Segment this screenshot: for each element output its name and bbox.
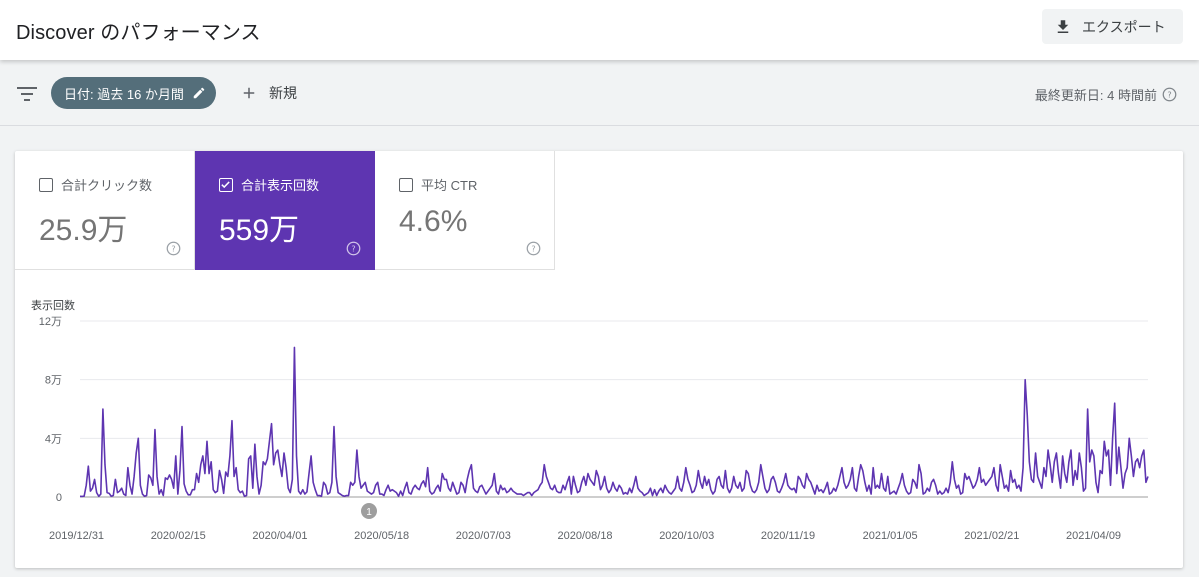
date-filter-chip[interactable]: 日付: 過去 16 か月間 xyxy=(51,77,216,109)
y-tick-label: 4万 xyxy=(45,433,62,445)
x-tick-label: 2019/12/31 xyxy=(49,530,104,542)
last-updated-text: 最終更新日: 4 時間前 xyxy=(1034,88,1157,103)
metric-value: 559万 xyxy=(219,214,300,247)
page-title: Discover のパフォーマンス xyxy=(16,22,261,44)
svg-text:?: ? xyxy=(1167,89,1171,99)
x-tick-label: 2020/05/18 xyxy=(354,530,409,542)
date-filter-label: 日付: 過去 16 か月間 xyxy=(64,86,184,102)
metric-tile-ctr[interactable]: 平均 CTR 4.6% ? xyxy=(375,151,555,270)
metric-label: 平均 CTR xyxy=(421,178,478,193)
x-tick-label: 2021/02/21 xyxy=(964,530,1019,542)
svg-text:?: ? xyxy=(351,243,355,253)
y-tick-label: 12万 xyxy=(39,316,62,328)
filter-icon[interactable] xyxy=(16,84,38,104)
impressions-chart: 表示回数 0 4万 8万 12万 2019/12/31 2020/02/15 2020/04… xyxy=(15,291,1183,561)
svg-text:?: ? xyxy=(171,243,175,253)
export-button[interactable]: エクスポート xyxy=(1042,9,1183,44)
help-icon[interactable]: ? xyxy=(166,241,181,256)
x-tick-label: 2020/08/18 xyxy=(558,530,613,542)
top-app-bar: Discover のパフォーマンス エクスポート xyxy=(0,0,1199,60)
annotation-marker-label: 1 xyxy=(366,507,372,518)
download-icon xyxy=(1057,19,1069,33)
help-icon[interactable]: ? xyxy=(526,241,541,256)
series-line xyxy=(79,346,1149,498)
edit-pencil-icon xyxy=(193,87,205,99)
x-tick-label: 2020/04/01 xyxy=(252,530,307,542)
svg-text:?: ? xyxy=(531,243,535,253)
new-filter-label: 新規 xyxy=(269,85,297,101)
checkbox-unchecked-icon[interactable] xyxy=(39,177,53,192)
x-tick-label: 2020/11/19 xyxy=(761,530,815,542)
checkbox-checked-icon[interactable] xyxy=(219,177,233,192)
plus-icon xyxy=(243,87,255,99)
x-tick-label: 2020/10/03 xyxy=(659,530,714,542)
y-axis-title: 表示回数 xyxy=(31,300,75,312)
x-tick-label: 2020/02/15 xyxy=(151,530,206,542)
x-tick-label: 2021/04/09 xyxy=(1066,530,1121,542)
x-tick-label: 2020/07/03 xyxy=(456,530,511,542)
checkbox-unchecked-icon[interactable] xyxy=(399,177,413,192)
metric-tile-impressions[interactable]: 合計表示回数 559万 ? xyxy=(195,151,375,270)
line-chart-svg: 0 4万 8万 12万 2019/12/31 2020/02/15 2020/04/01 20… xyxy=(39,316,1149,542)
performance-card: 合計クリック数 25.9万 ? 合計表示回数 559万 ? 平均 CTR 4.6… xyxy=(15,151,1183,568)
metric-label: 合計表示回数 xyxy=(241,178,320,193)
metric-value: 4.6% xyxy=(399,205,468,238)
help-icon[interactable]: ? xyxy=(346,241,361,256)
x-tick-label: 2021/01/05 xyxy=(863,530,918,542)
metric-tile-clicks[interactable]: 合計クリック数 25.9万 ? xyxy=(15,151,195,270)
export-button-label: エクスポート xyxy=(1082,18,1166,35)
metric-value: 25.9万 xyxy=(39,214,128,247)
metric-label: 合計クリック数 xyxy=(61,178,153,193)
y-tick-label: 0 xyxy=(56,492,62,504)
help-icon[interactable]: ? xyxy=(1162,87,1177,102)
new-filter-button[interactable]: 新規 xyxy=(240,80,297,106)
last-updated: 最終更新日: 4 時間前 ? xyxy=(1035,85,1177,104)
y-tick-label: 8万 xyxy=(45,375,62,387)
filter-bar: 日付: 過去 16 か月間 新規 最終更新日: 4 時間前 ? xyxy=(0,62,1199,126)
annotation-marker xyxy=(361,503,377,519)
